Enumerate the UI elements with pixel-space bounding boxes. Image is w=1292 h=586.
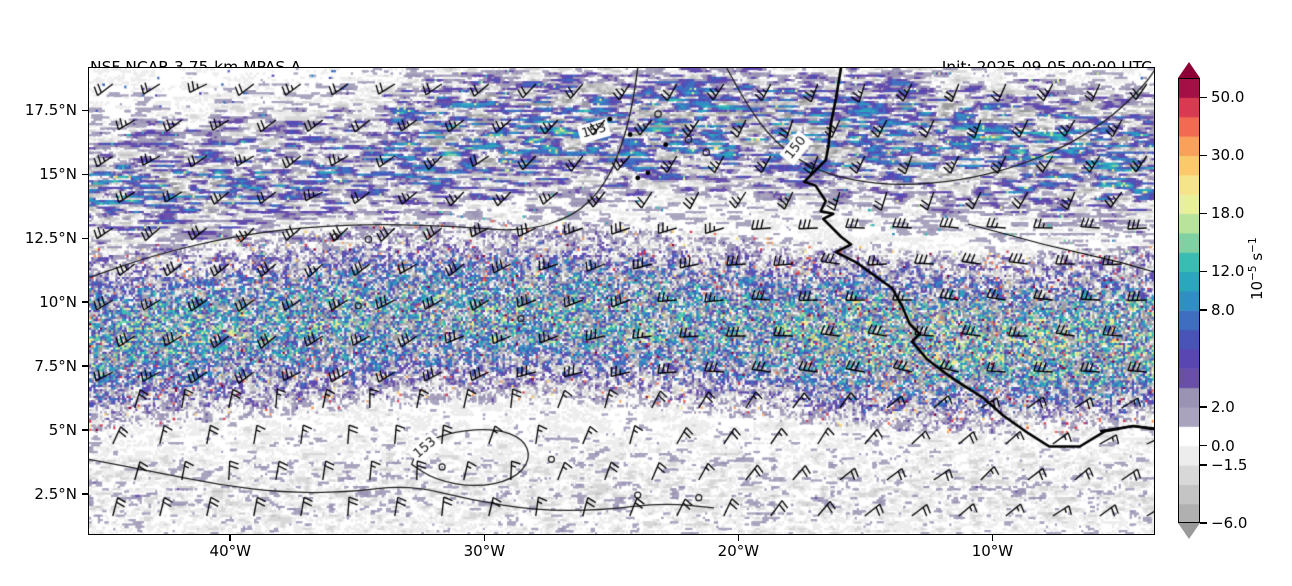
y-tick-label-4: 7.5°N [34,357,77,376]
colorbar-tick-0 [1200,96,1207,99]
cb-label-pre: 10 [1248,280,1266,300]
y-tick-mark-6 [82,493,88,495]
colorbar-tick-label-5: 2.0 [1211,397,1235,416]
y-tick-label-0: 17.5°N [24,101,77,120]
x-tick-label-3: 10°W [971,542,1014,560]
x-tick-mark-3 [991,535,994,541]
cb-label-exp-2: −1 [1247,237,1259,253]
vorticity-field-canvas [89,68,1154,534]
y-tick-label-2: 12.5°N [24,229,77,248]
colorbar-tick-label-8: −6.0 [1211,514,1248,532]
colorbar-tick-6 [1200,444,1207,447]
y-tick-mark-2 [82,237,88,240]
colorbar-tick-label-6: 0.0 [1211,436,1235,455]
colorbar-gradient [1178,78,1200,523]
colorbar-tick-3 [1200,270,1207,273]
map-plot-area [88,67,1155,535]
colorbar [1178,78,1200,523]
x-tick-label-0: 40°W [209,542,251,560]
y-tick-label-6: 2.5°N [34,485,77,504]
x-tick-mark-1 [483,535,486,541]
colorbar-tick-5 [1200,406,1207,408]
y-tick-mark-0 [82,109,88,112]
colorbar-tick-8 [1200,522,1207,524]
y-tick-label-1: 15°N [39,165,77,184]
y-tick-mark-5 [82,429,88,431]
colorbar-tick-7 [1200,464,1207,466]
cb-label-exp-1: −5 [1247,265,1259,281]
x-tick-label-2: 20°W [717,542,760,560]
colorbar-tick-4 [1200,309,1207,311]
colorbar-tick-label-3: 12.0 [1211,262,1245,281]
y-tick-mark-1 [82,173,88,176]
cb-label-mid: s [1248,252,1266,266]
colorbar-tick-1 [1200,154,1207,157]
colorbar-under-arrow [1178,523,1200,539]
colorbar-over-arrow [1178,62,1200,78]
y-tick-mark-4 [82,365,88,367]
colorbar-tick-label-4: 8.0 [1211,301,1235,320]
x-tick-mark-0 [229,535,232,541]
y-tick-label-3: 10°N [39,293,77,312]
y-tick-mark-3 [82,301,88,304]
colorbar-tick-label-2: 18.0 [1211,204,1245,223]
y-tick-label-5: 5°N [48,421,77,440]
x-tick-mark-2 [737,535,740,541]
colorbar-tick-label-7: −1.5 [1211,455,1248,474]
colorbar-tick-2 [1200,212,1207,215]
x-tick-label-1: 30°W [463,542,506,560]
colorbar-tick-label-0: 50.0 [1211,88,1245,107]
colorbar-axis-label: 10−5 s−1 [1247,237,1266,300]
colorbar-tick-label-1: 30.0 [1211,146,1245,165]
